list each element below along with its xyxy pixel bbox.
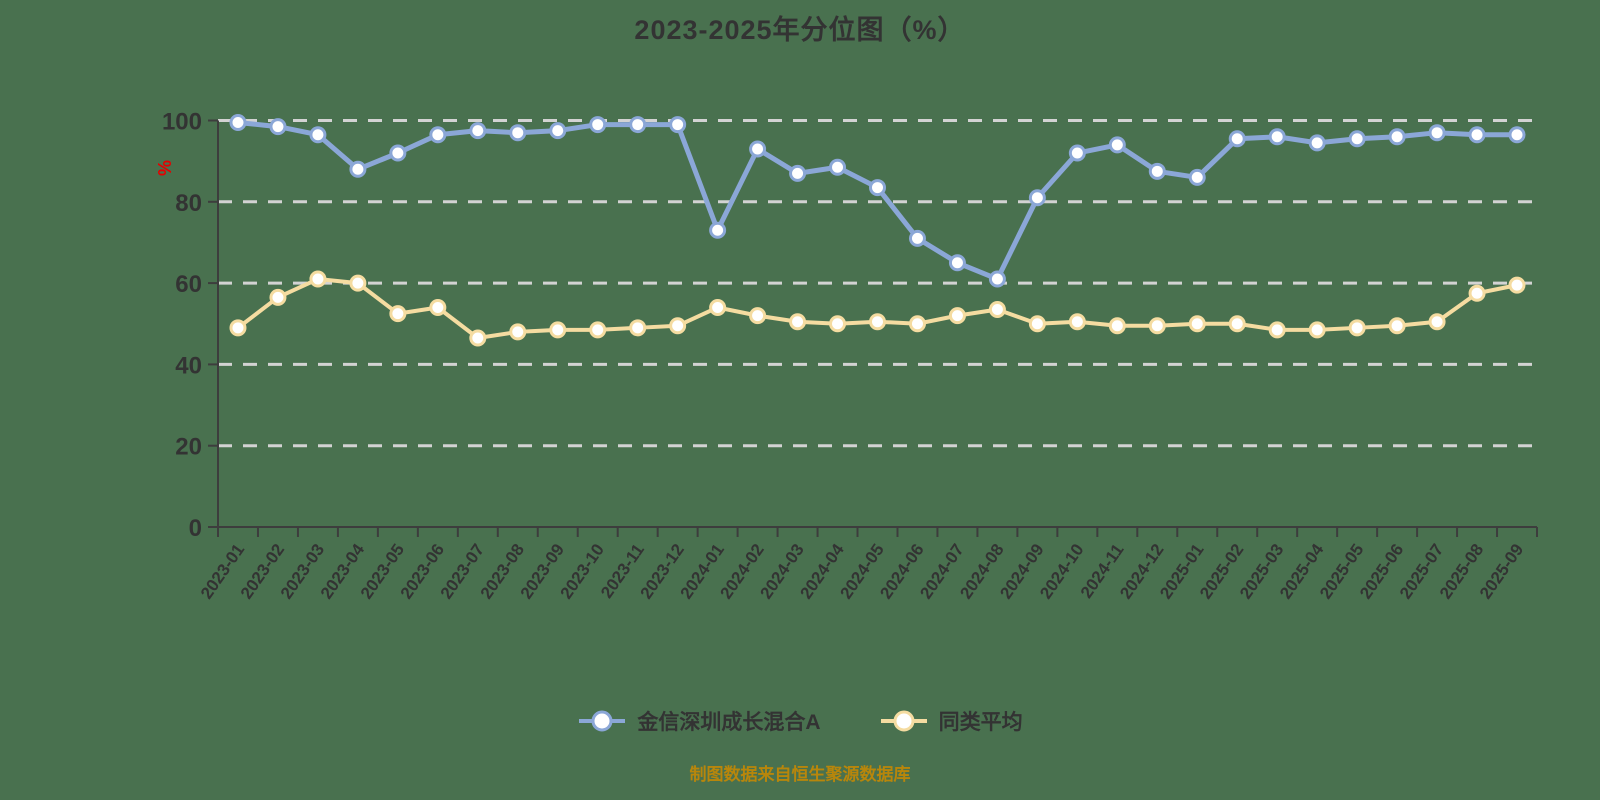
svg-text:100: 100 bbox=[162, 109, 202, 136]
chart-title: 2023-2025年分位图（%） bbox=[634, 15, 966, 45]
fund-series-marker-icon bbox=[579, 710, 626, 732]
svg-text:0: 0 bbox=[189, 515, 202, 542]
data-source-caption: 制图数据来自恒生聚源数据库 bbox=[689, 765, 911, 784]
legend-item-fund[interactable]: 金信深圳成长混合A bbox=[577, 706, 821, 736]
svg-text:80: 80 bbox=[175, 190, 202, 217]
svg-text:60: 60 bbox=[175, 271, 202, 298]
average-series-marker-icon bbox=[880, 710, 927, 732]
svg-text:%: % bbox=[154, 160, 174, 176]
legend-item-average[interactable]: 同类平均 bbox=[879, 706, 1023, 736]
legend-label-fund: 金信深圳成长混合A bbox=[637, 711, 821, 734]
svg-text:20: 20 bbox=[175, 434, 202, 461]
svg-text:40: 40 bbox=[175, 352, 202, 379]
chart-legend: 金信深圳成长混合A 同类平均 bbox=[0, 706, 1600, 736]
legend-label-average: 同类平均 bbox=[938, 711, 1023, 734]
